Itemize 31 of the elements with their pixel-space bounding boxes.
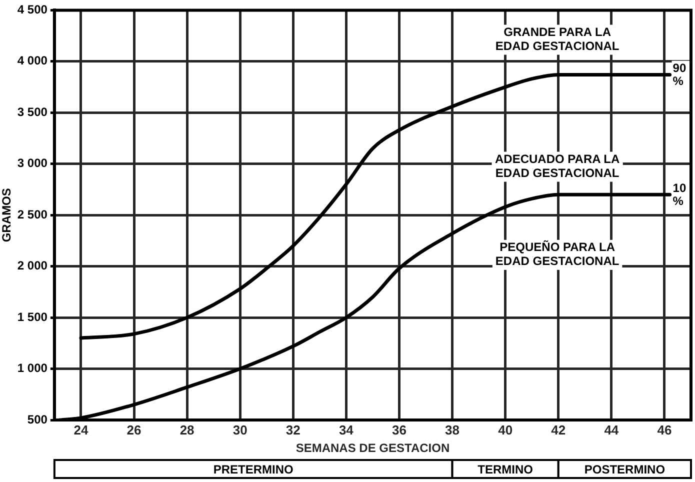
annotation: GRANDE PARA LA EDAD GESTACIONAL	[495, 25, 620, 54]
y-tick-label: 1 000	[17, 361, 48, 376]
x-tick-label: 34	[338, 422, 354, 438]
series-label: 10 %	[672, 180, 686, 208]
x-tick-label: 36	[392, 422, 406, 438]
band-label: PRETERMINO	[213, 462, 294, 476]
y-tick-label: 2 000	[17, 258, 48, 273]
y-tick-label: 4 000	[17, 54, 48, 68]
y-tick-label: 4 500	[17, 2, 48, 17]
y-tick-label: 3 500	[17, 104, 48, 119]
x-tick-label: 42	[551, 422, 566, 438]
series-label: 90 %	[672, 61, 686, 88]
x-tick-label: 44	[604, 422, 620, 438]
annotation: PEQUEÑO PARA LA EDAD GESTACIONAL	[495, 240, 620, 268]
y-tick-label: 500	[27, 412, 48, 426]
x-axis-title: SEMANAS DE GESTACION	[296, 441, 450, 456]
x-tick-label: 26	[126, 422, 142, 438]
x-tick-label: 30	[232, 422, 248, 438]
x-tick-label: 32	[286, 422, 300, 438]
x-tick-label: 38	[445, 422, 460, 438]
y-tick-label: 2 500	[17, 207, 48, 222]
annotation: ADECUADO PARA LA EDAD GESTACIONAL	[494, 152, 620, 180]
y-axis-title: GRAMOS	[0, 188, 14, 242]
x-tick-label: 28	[180, 422, 194, 438]
x-tick-label: 46	[657, 422, 672, 438]
band-label: TERMINO	[478, 462, 534, 476]
band-label: POSTERMINO	[584, 462, 666, 476]
x-tick-label: 24	[74, 422, 89, 438]
y-tick-label: 1 500	[17, 310, 48, 324]
x-tick-label: 40	[498, 422, 513, 438]
y-tick-label: 3 000	[17, 156, 48, 170]
